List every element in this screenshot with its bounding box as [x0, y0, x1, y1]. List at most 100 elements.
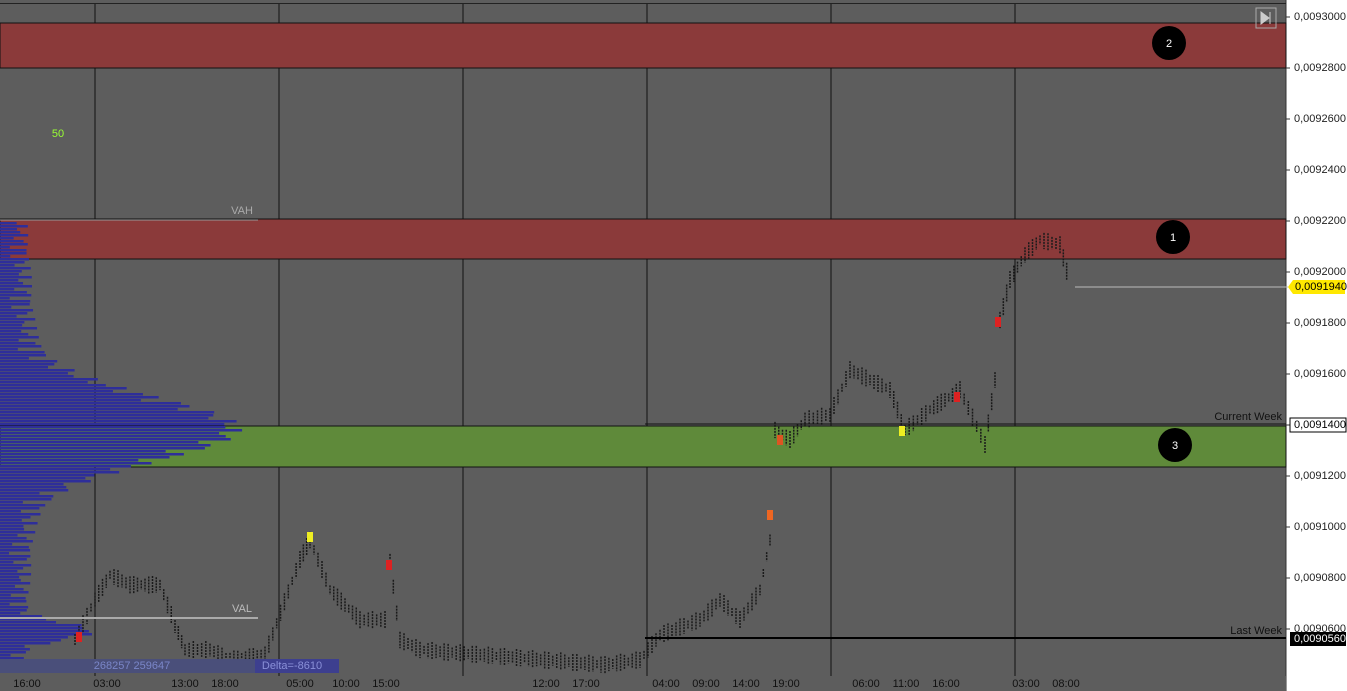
profile-bar: [0, 651, 26, 654]
last-week-price: 0,0090560: [1294, 633, 1346, 645]
profile-bar: [0, 348, 18, 351]
profile-bar: [0, 381, 88, 384]
profile-bar: [0, 405, 190, 408]
profile-bar: [0, 267, 31, 270]
profile-bar: [0, 477, 86, 480]
profile-bar: [0, 351, 45, 354]
profile-bar: [0, 465, 131, 468]
plot-background: [0, 0, 1286, 691]
profile-bar: [0, 435, 226, 438]
profile-bar: [0, 576, 20, 579]
profile-bar: [0, 339, 19, 342]
profile-bar: [0, 432, 220, 435]
profile-bar: [0, 516, 31, 519]
profile-bar: [0, 639, 61, 642]
profile-bar: [0, 555, 31, 558]
scroll-button[interactable]: [1255, 7, 1277, 29]
volume-box: [0, 659, 255, 673]
profile-bar: [0, 246, 10, 249]
profile-bar: [0, 336, 39, 339]
profile-bar: [0, 627, 83, 630]
profile-bar: [0, 387, 127, 390]
profile-bar: [0, 615, 43, 618]
profile-bar: [0, 612, 21, 615]
profile-bar: [0, 417, 209, 420]
cluster-highlight: [767, 510, 773, 520]
profile-bar: [0, 360, 58, 363]
profile-bar: [0, 594, 11, 597]
profile-bar: [0, 402, 181, 405]
profile-bar: [0, 588, 24, 591]
profile-bar: [0, 333, 29, 336]
profile-bar: [0, 399, 141, 402]
profile-bar: [0, 525, 24, 528]
profile-bar: [0, 462, 152, 465]
profile-bar: [0, 444, 211, 447]
price-label: 0,0090600: [1294, 623, 1346, 635]
profile-bar: [0, 378, 98, 381]
profile-bar: [0, 366, 48, 369]
time-label: 17:00: [572, 678, 600, 690]
time-label: 05:00: [286, 678, 314, 690]
profile-bar: [0, 633, 92, 636]
profile-bar: [0, 270, 22, 273]
annotation: 50: [52, 128, 64, 140]
profile-bar: [0, 654, 11, 657]
profile-bar: [0, 585, 15, 588]
cluster-highlight: [995, 317, 1001, 327]
time-label: 06:00: [852, 678, 880, 690]
profile-bar: [0, 249, 27, 252]
profile-bar: [0, 231, 21, 234]
delta-box: [255, 659, 339, 673]
profile-bar: [0, 255, 11, 258]
profile-bar: [0, 327, 38, 330]
profile-bar: [0, 582, 31, 585]
zone-label: 1: [1170, 232, 1176, 244]
profile-bar: [0, 471, 120, 474]
cluster-highlight: [76, 632, 82, 642]
profile-bar: [0, 468, 111, 471]
profile-bar: [0, 531, 36, 534]
volume-profile: [0, 222, 243, 669]
price-label: 0,0091800: [1294, 317, 1346, 329]
profile-bar: [0, 273, 19, 276]
profile-bar: [0, 240, 24, 243]
profile-bar: [0, 243, 28, 246]
profile-bar: [0, 384, 106, 387]
current-week-price: 0,0091400: [1294, 419, 1346, 431]
profile-bar: [0, 510, 21, 513]
time-label: 10:00: [332, 678, 360, 690]
profile-bar: [0, 312, 28, 315]
profile-bar: [0, 564, 32, 567]
zone-marker: [1156, 220, 1190, 254]
profile-bar: [0, 345, 42, 348]
profile-bar: [0, 459, 139, 462]
profile-bar: [0, 450, 166, 453]
profile-bar: [0, 489, 69, 492]
zone-marker: [1152, 26, 1186, 60]
profile-bar: [0, 414, 214, 417]
profile-bar: [0, 363, 55, 366]
delta: Delta=-8610: [262, 660, 322, 672]
profile-bar: [0, 645, 25, 648]
profile-bar: [0, 558, 27, 561]
profile-bar: [0, 222, 17, 225]
time-label: 15:00: [372, 678, 400, 690]
profile-bar: [0, 279, 19, 282]
profile-bar: [0, 258, 29, 261]
profile-bar: [0, 408, 178, 411]
time-label: 13:00: [171, 678, 199, 690]
time-label: 18:00: [211, 678, 239, 690]
profile-bar: [0, 453, 184, 456]
profile-bar: [0, 285, 32, 288]
profile-bar: [0, 648, 30, 651]
profile-bar: [0, 426, 226, 429]
time-label: 14:00: [732, 678, 760, 690]
profile-bar: [0, 300, 31, 303]
profile-bar: [0, 618, 47, 621]
profile-bar: [0, 522, 38, 525]
price-label: 0,0091000: [1294, 521, 1346, 533]
time-label: 03:00: [1012, 678, 1040, 690]
grid: [0, 3, 1286, 676]
